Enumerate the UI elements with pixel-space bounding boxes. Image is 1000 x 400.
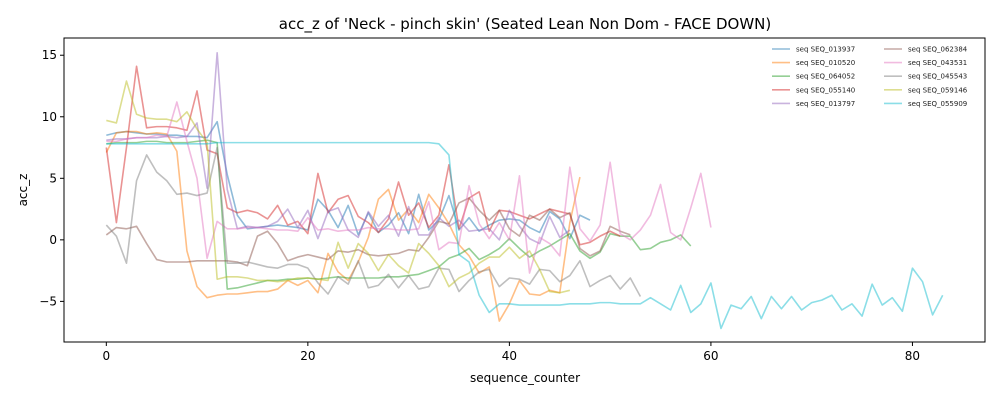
x-tick-label-3: 60 [703, 349, 718, 363]
chart-title: acc_z of 'Neck - pinch skin' (Seated Lea… [279, 15, 771, 34]
x-tick-label-0: 0 [103, 349, 111, 363]
series-line-3 [105, 65, 621, 246]
x-tick-label-1: 20 [300, 349, 315, 363]
legend-label-5: seq SEQ_062384 [908, 46, 968, 54]
plot-lines [105, 51, 944, 330]
y-tick-label-2: 5 [49, 171, 57, 185]
legend-label-2: seq SEQ_064052 [796, 73, 855, 81]
series-line-2 [106, 139, 692, 290]
y-tick-label-4: 15 [42, 48, 57, 62]
series-line-6 [106, 101, 712, 274]
series-line-7 [105, 146, 642, 297]
series-line-8 [106, 80, 571, 294]
x-tick-label-4: 80 [905, 349, 920, 363]
x-axis-label: sequence_counter [470, 371, 580, 385]
plot-frame [63, 37, 986, 343]
legend-label-4: seq SEQ_013797 [796, 100, 855, 108]
y-tick-label-0: −5 [39, 294, 57, 308]
series-line-9 [106, 141, 944, 330]
x-tick-label-2: 40 [502, 349, 517, 363]
legend-label-8: seq SEQ_059146 [908, 86, 968, 94]
legend-label-0: seq SEQ_013937 [796, 46, 855, 54]
legend-label-6: seq SEQ_043531 [908, 59, 967, 67]
legend-label-3: seq SEQ_055140 [796, 86, 855, 94]
legend-label-1: seq SEQ_010520 [796, 59, 855, 67]
legend-label-7: seq SEQ_045543 [908, 73, 967, 81]
y-axis-label: acc_z [16, 174, 30, 207]
y-tick-label-1: 0 [49, 233, 57, 247]
legend-label-9: seq SEQ_055909 [908, 100, 967, 108]
x-axis: 0 20 40 60 80 [103, 342, 920, 363]
series-line-1 [105, 130, 581, 322]
y-axis: −5 0 5 10 15 [39, 48, 64, 308]
y-tick-label-3: 10 [42, 110, 57, 124]
